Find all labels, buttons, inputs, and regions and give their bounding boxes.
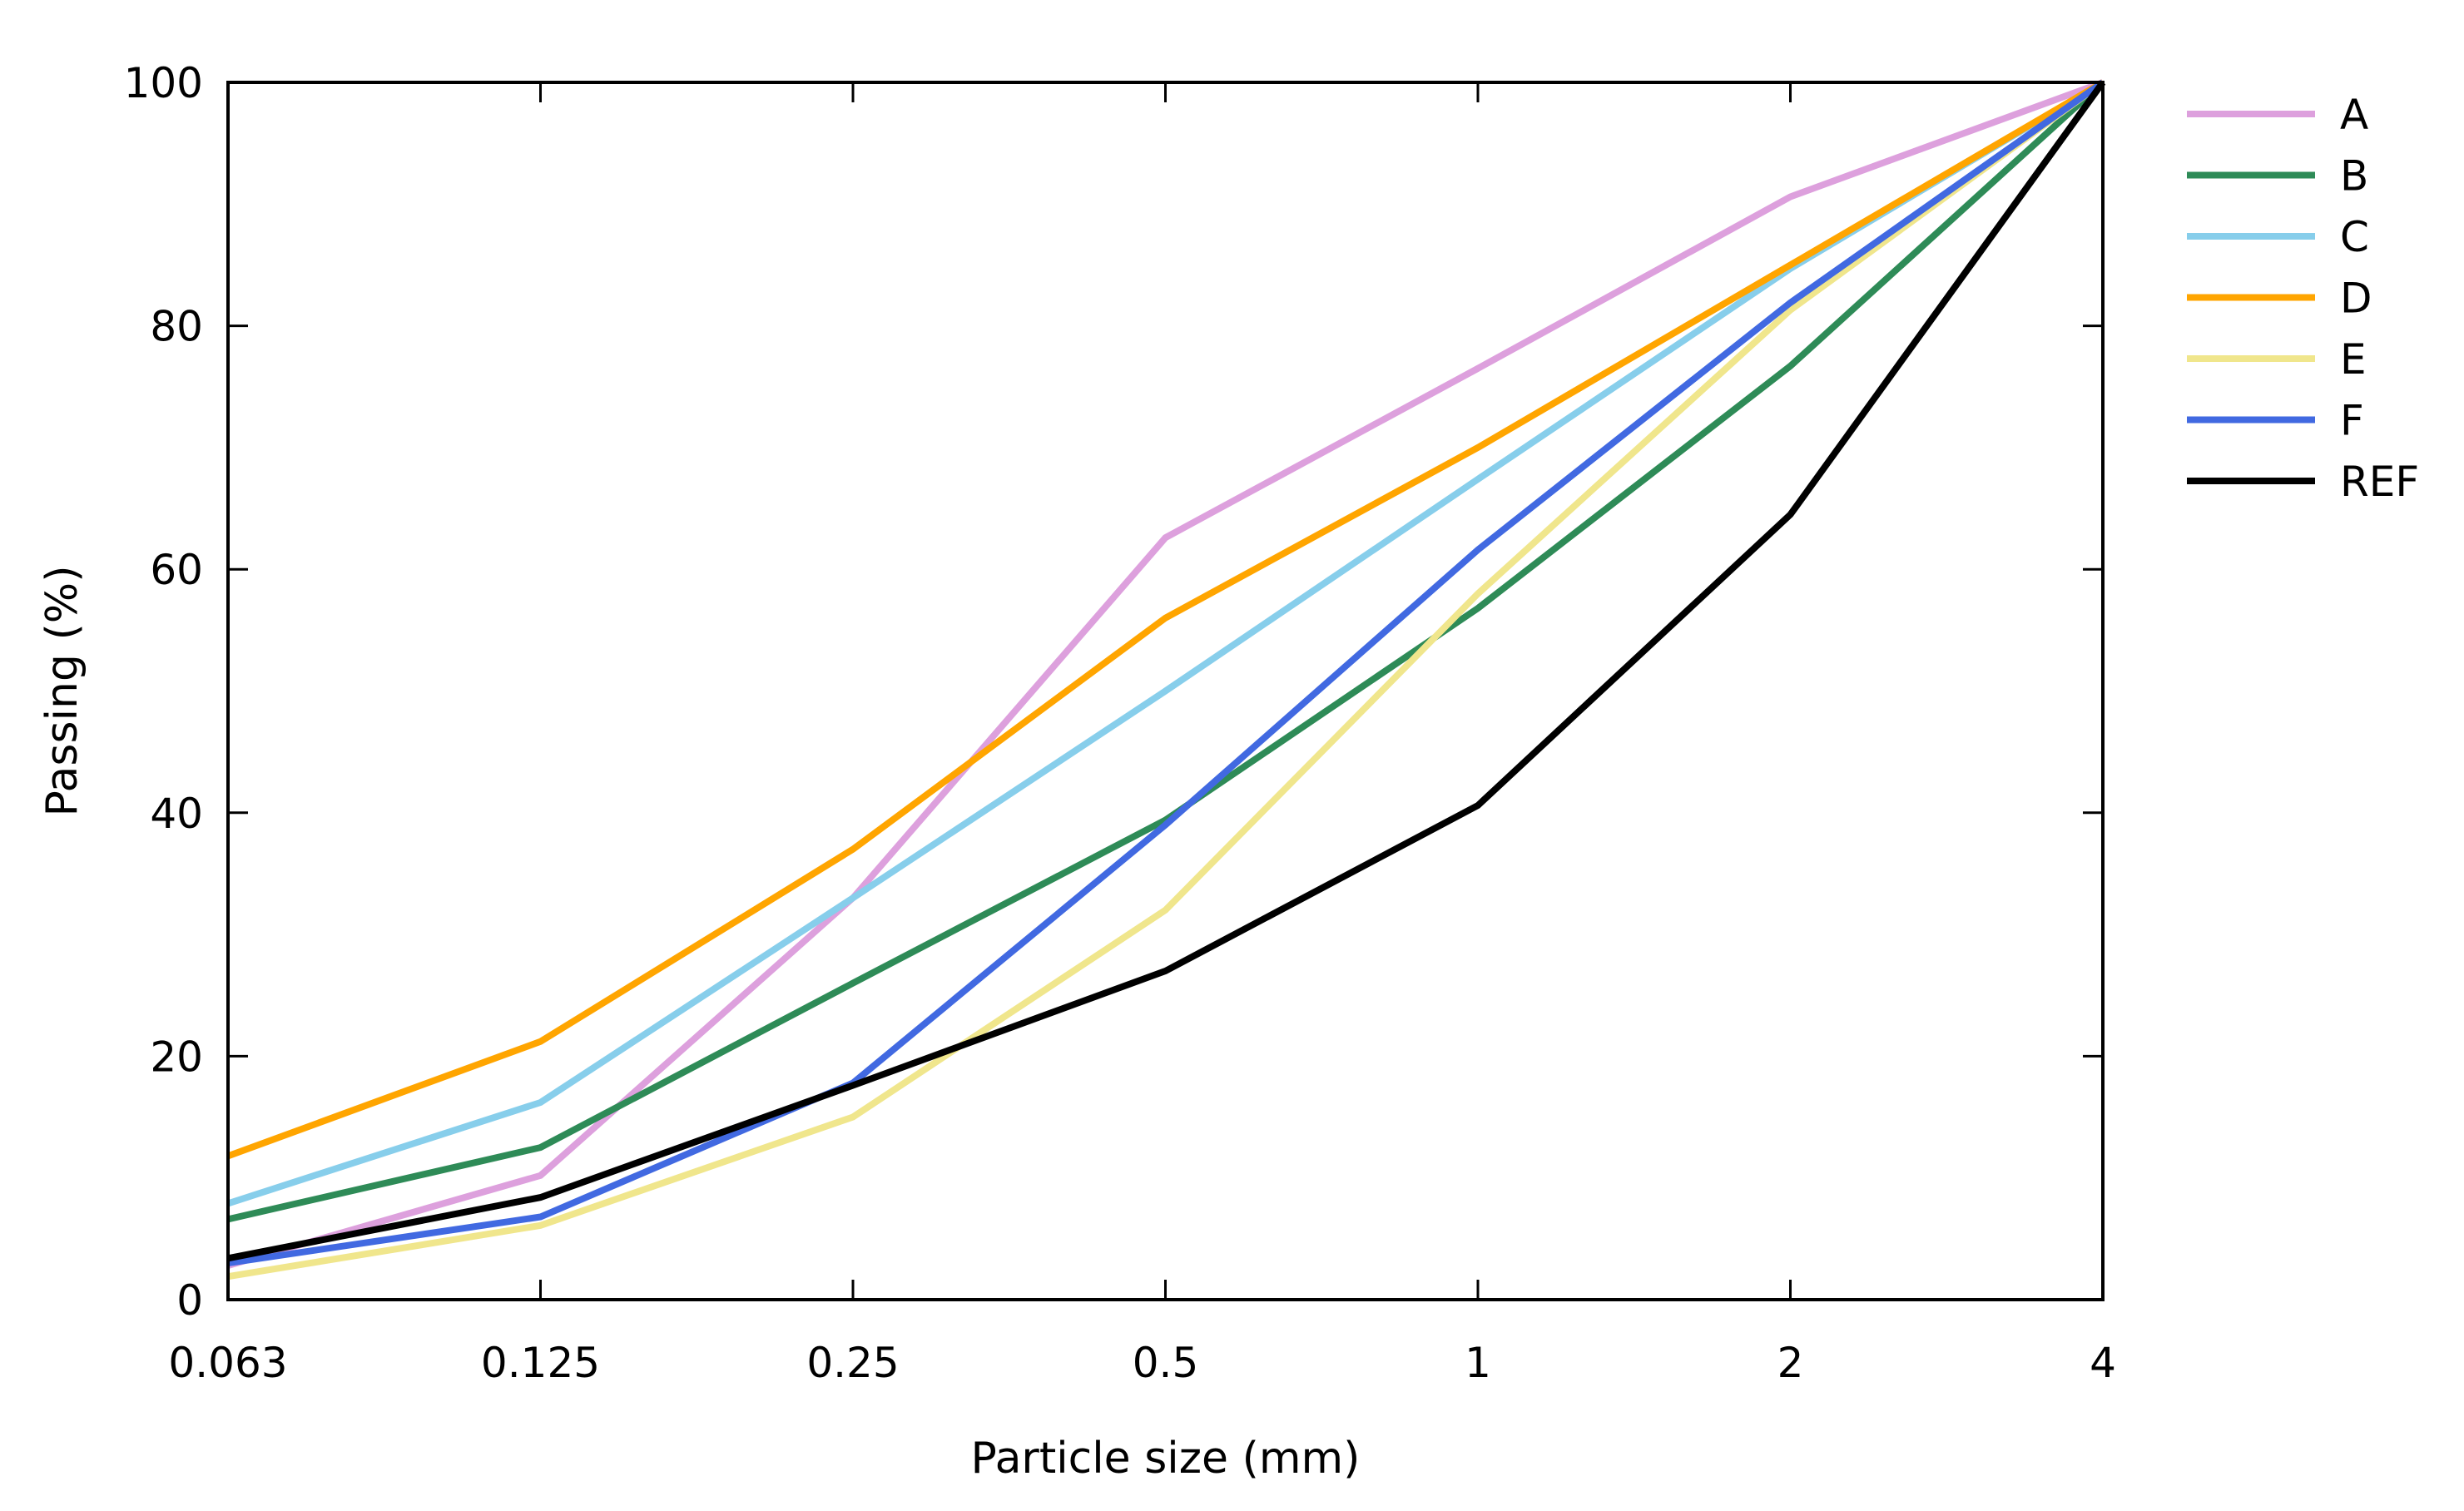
legend-label-f: F — [2340, 397, 2364, 445]
legend-label-b: B — [2340, 152, 2368, 201]
x-tick-label: 4 — [2090, 1339, 2116, 1387]
y-tick-label: 20 — [150, 1033, 203, 1081]
legend-label-d: D — [2340, 275, 2372, 323]
y-tick-label: 80 — [150, 303, 203, 351]
x-tick-label: 0.5 — [1133, 1339, 1199, 1387]
x-tick-label: 0.125 — [481, 1339, 600, 1387]
series-lines — [226, 79, 2106, 1281]
series-line-f — [227, 79, 2105, 1267]
y-tick-label: 60 — [150, 546, 203, 594]
series-line-b — [227, 80, 2105, 1223]
x-tick-label: 0.063 — [168, 1339, 287, 1387]
x-tick-label: 2 — [1777, 1339, 1804, 1387]
x-axis-title: Particle size (mm) — [971, 1434, 1361, 1484]
series-line-e — [227, 79, 2105, 1281]
series-line-ref — [227, 80, 2106, 1262]
x-tick-labels: 0.063 0.125 0.25 0.5 1 2 4 — [168, 1339, 2115, 1387]
legend-label-e: E — [2340, 335, 2367, 384]
y-tick-label: 100 — [124, 59, 203, 107]
x-tick-label: 0.25 — [806, 1339, 899, 1387]
legend-label-ref: REF — [2340, 458, 2419, 506]
legend-label-c: C — [2340, 213, 2369, 261]
plot-frame — [226, 81, 2105, 1301]
series-line-a — [226, 79, 2105, 1269]
x-tick-label: 1 — [1465, 1339, 1491, 1387]
y-tick-label: 0 — [176, 1276, 203, 1325]
y-tick-label: 40 — [150, 790, 203, 838]
legend-label-a: A — [2340, 91, 2368, 139]
series-line-d — [226, 79, 2105, 1160]
y-tick-labels: 0 20 40 60 80 100 — [124, 59, 203, 1325]
y-axis-title: Passing (%) — [37, 566, 87, 817]
